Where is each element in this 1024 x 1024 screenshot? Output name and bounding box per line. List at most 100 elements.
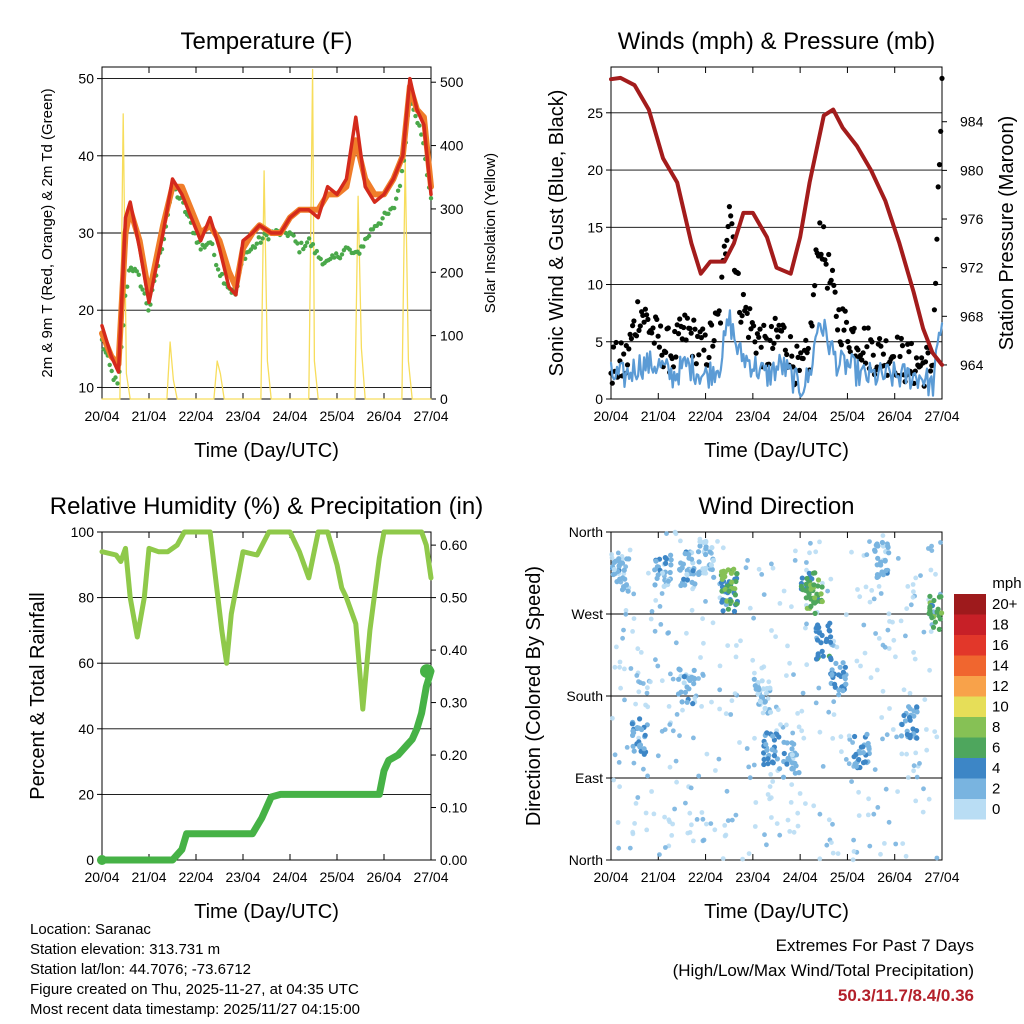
direction-point xyxy=(680,707,685,713)
gust-point xyxy=(624,362,631,368)
direction-point xyxy=(879,715,885,720)
gust-point xyxy=(938,128,944,134)
direction-point xyxy=(684,577,691,583)
y-tick-label: 5 xyxy=(595,334,603,350)
direction-point xyxy=(681,674,687,680)
direction-point xyxy=(655,753,661,759)
extremes-box: Extremes For Past 7 Days (High/Low/Max W… xyxy=(673,933,974,1008)
direction-point xyxy=(825,588,830,594)
direction-point xyxy=(622,697,627,703)
direction-point xyxy=(678,560,684,566)
y-tick-label: 100 xyxy=(71,524,95,540)
extremes-subtitle: (High/Low/Max Wind/Total Precipitation) xyxy=(672,961,974,980)
direction-point xyxy=(768,795,774,801)
direction-point xyxy=(704,751,710,757)
direction-point xyxy=(652,628,658,634)
direction-point xyxy=(691,735,696,741)
direction-point xyxy=(864,731,870,738)
direction-point xyxy=(643,810,649,816)
direction-point xyxy=(856,756,862,763)
y-axis-label: Percent & Total Rainfall xyxy=(27,592,49,800)
x-tick-label: 27/04 xyxy=(413,408,448,424)
direction-point xyxy=(852,733,858,740)
direction-point xyxy=(769,561,774,567)
direction-point xyxy=(688,785,694,791)
direction-point xyxy=(813,549,819,555)
direction-point xyxy=(928,629,934,634)
direction-point xyxy=(696,571,702,578)
gust-point xyxy=(897,353,903,360)
direction-point xyxy=(876,584,882,589)
direction-point xyxy=(843,681,849,687)
direction-point xyxy=(699,810,705,815)
direction-point xyxy=(874,667,880,673)
direction-point xyxy=(874,572,881,578)
direction-point xyxy=(938,540,943,545)
direction-point xyxy=(882,557,888,564)
direction-point xyxy=(917,761,922,766)
legend-label: 20+ xyxy=(992,596,1018,613)
direction-point xyxy=(667,722,673,727)
legend-swatch xyxy=(954,614,986,635)
y-tick-label: 10 xyxy=(78,379,94,395)
direction-point xyxy=(661,583,667,590)
direction-point xyxy=(818,640,824,646)
direction-point xyxy=(636,735,642,741)
gust-point xyxy=(822,257,828,263)
dewpoint-point xyxy=(366,233,372,239)
direction-point xyxy=(668,671,673,677)
direction-point xyxy=(751,676,757,682)
direction-point xyxy=(674,779,679,785)
direction-point xyxy=(694,817,700,822)
elevation-text: Station elevation: 313.731 m xyxy=(30,941,221,958)
direction-point xyxy=(829,667,835,673)
dewpoint-point xyxy=(386,211,391,216)
direction-point xyxy=(914,735,920,741)
gust-point xyxy=(864,344,870,350)
direction-point xyxy=(623,611,629,617)
direction-point xyxy=(618,685,623,691)
gust-point xyxy=(691,317,697,323)
direction-point xyxy=(758,694,765,700)
direction-point xyxy=(725,643,731,648)
direction-point xyxy=(813,700,819,706)
direction-point xyxy=(885,627,891,633)
direction-point xyxy=(924,727,929,732)
direction-point xyxy=(696,676,701,681)
direction-point xyxy=(745,558,750,563)
gust-point xyxy=(883,338,889,344)
direction-point xyxy=(635,646,641,652)
direction-point xyxy=(731,566,737,572)
direction-point xyxy=(690,701,696,707)
direction-point xyxy=(627,547,633,553)
legend-label: 16 xyxy=(992,637,1009,654)
direction-point xyxy=(777,832,783,838)
gust-point xyxy=(823,261,829,267)
dewpoint-point xyxy=(210,241,215,247)
direction-point xyxy=(670,821,675,827)
gust-point xyxy=(675,331,682,337)
direction-point xyxy=(827,620,833,626)
dewpoint-point xyxy=(378,221,383,226)
direction-point xyxy=(666,630,671,635)
direction-point xyxy=(904,606,910,611)
legend-label: 2 xyxy=(992,781,1000,798)
dewpoint-point xyxy=(115,381,120,386)
x-tick-label: 24/04 xyxy=(272,408,307,424)
direction-point xyxy=(932,619,939,625)
gust-point xyxy=(913,355,920,361)
gust-point xyxy=(724,237,730,243)
direction-point xyxy=(697,539,703,545)
direction-point xyxy=(666,704,672,709)
direction-point xyxy=(623,582,630,588)
dewpoint-point xyxy=(318,256,323,262)
direction-point xyxy=(804,662,810,668)
direction-point xyxy=(744,746,750,751)
direction-point xyxy=(703,539,709,545)
direction-point xyxy=(869,588,875,593)
direction-point xyxy=(781,588,787,594)
legend-swatch xyxy=(954,696,986,717)
legend-title: mph xyxy=(992,575,1021,592)
gust-point xyxy=(729,221,735,227)
gust-point xyxy=(818,251,824,257)
